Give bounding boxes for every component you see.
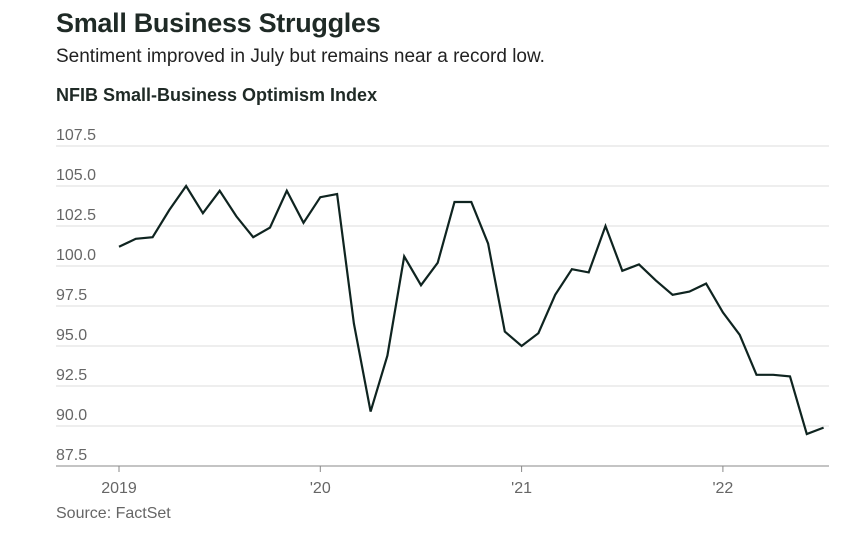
y-tick-label: 100.0 (56, 247, 96, 264)
x-axis: 2019 '20 '21 '22 (56, 465, 829, 497)
y-tick-label: 102.5 (56, 207, 96, 224)
x-tick-label: 2019 (101, 480, 137, 497)
source-note: Source: FactSet (56, 505, 171, 522)
y-axis-labels: 107.5 105.0 102.5 100.0 97.5 95.0 92.5 90.0 87.5 (56, 127, 96, 464)
y-tick-label: 95.0 (56, 327, 87, 344)
y-tick-label: 97.5 (56, 287, 87, 304)
y-tick-label: 105.0 (56, 167, 96, 184)
y-tick-label: 107.5 (56, 127, 96, 144)
x-tick-label: '21 (511, 480, 532, 497)
chart-title: NFIB Small-Business Optimism Index (56, 85, 378, 105)
series-lines (118, 183, 824, 436)
x-tick-label: '22 (712, 480, 733, 497)
x-tick-label: '20 (310, 480, 331, 497)
y-tick-label: 92.5 (56, 367, 87, 384)
series-line (118, 183, 824, 436)
page-title: Small Business Struggles (56, 8, 381, 38)
y-tick-label: 90.0 (56, 407, 87, 424)
y-tick-label: 87.5 (56, 447, 87, 464)
page-subtitle: Sentiment improved in July but remains n… (56, 46, 545, 67)
grid-lines (56, 145, 829, 427)
